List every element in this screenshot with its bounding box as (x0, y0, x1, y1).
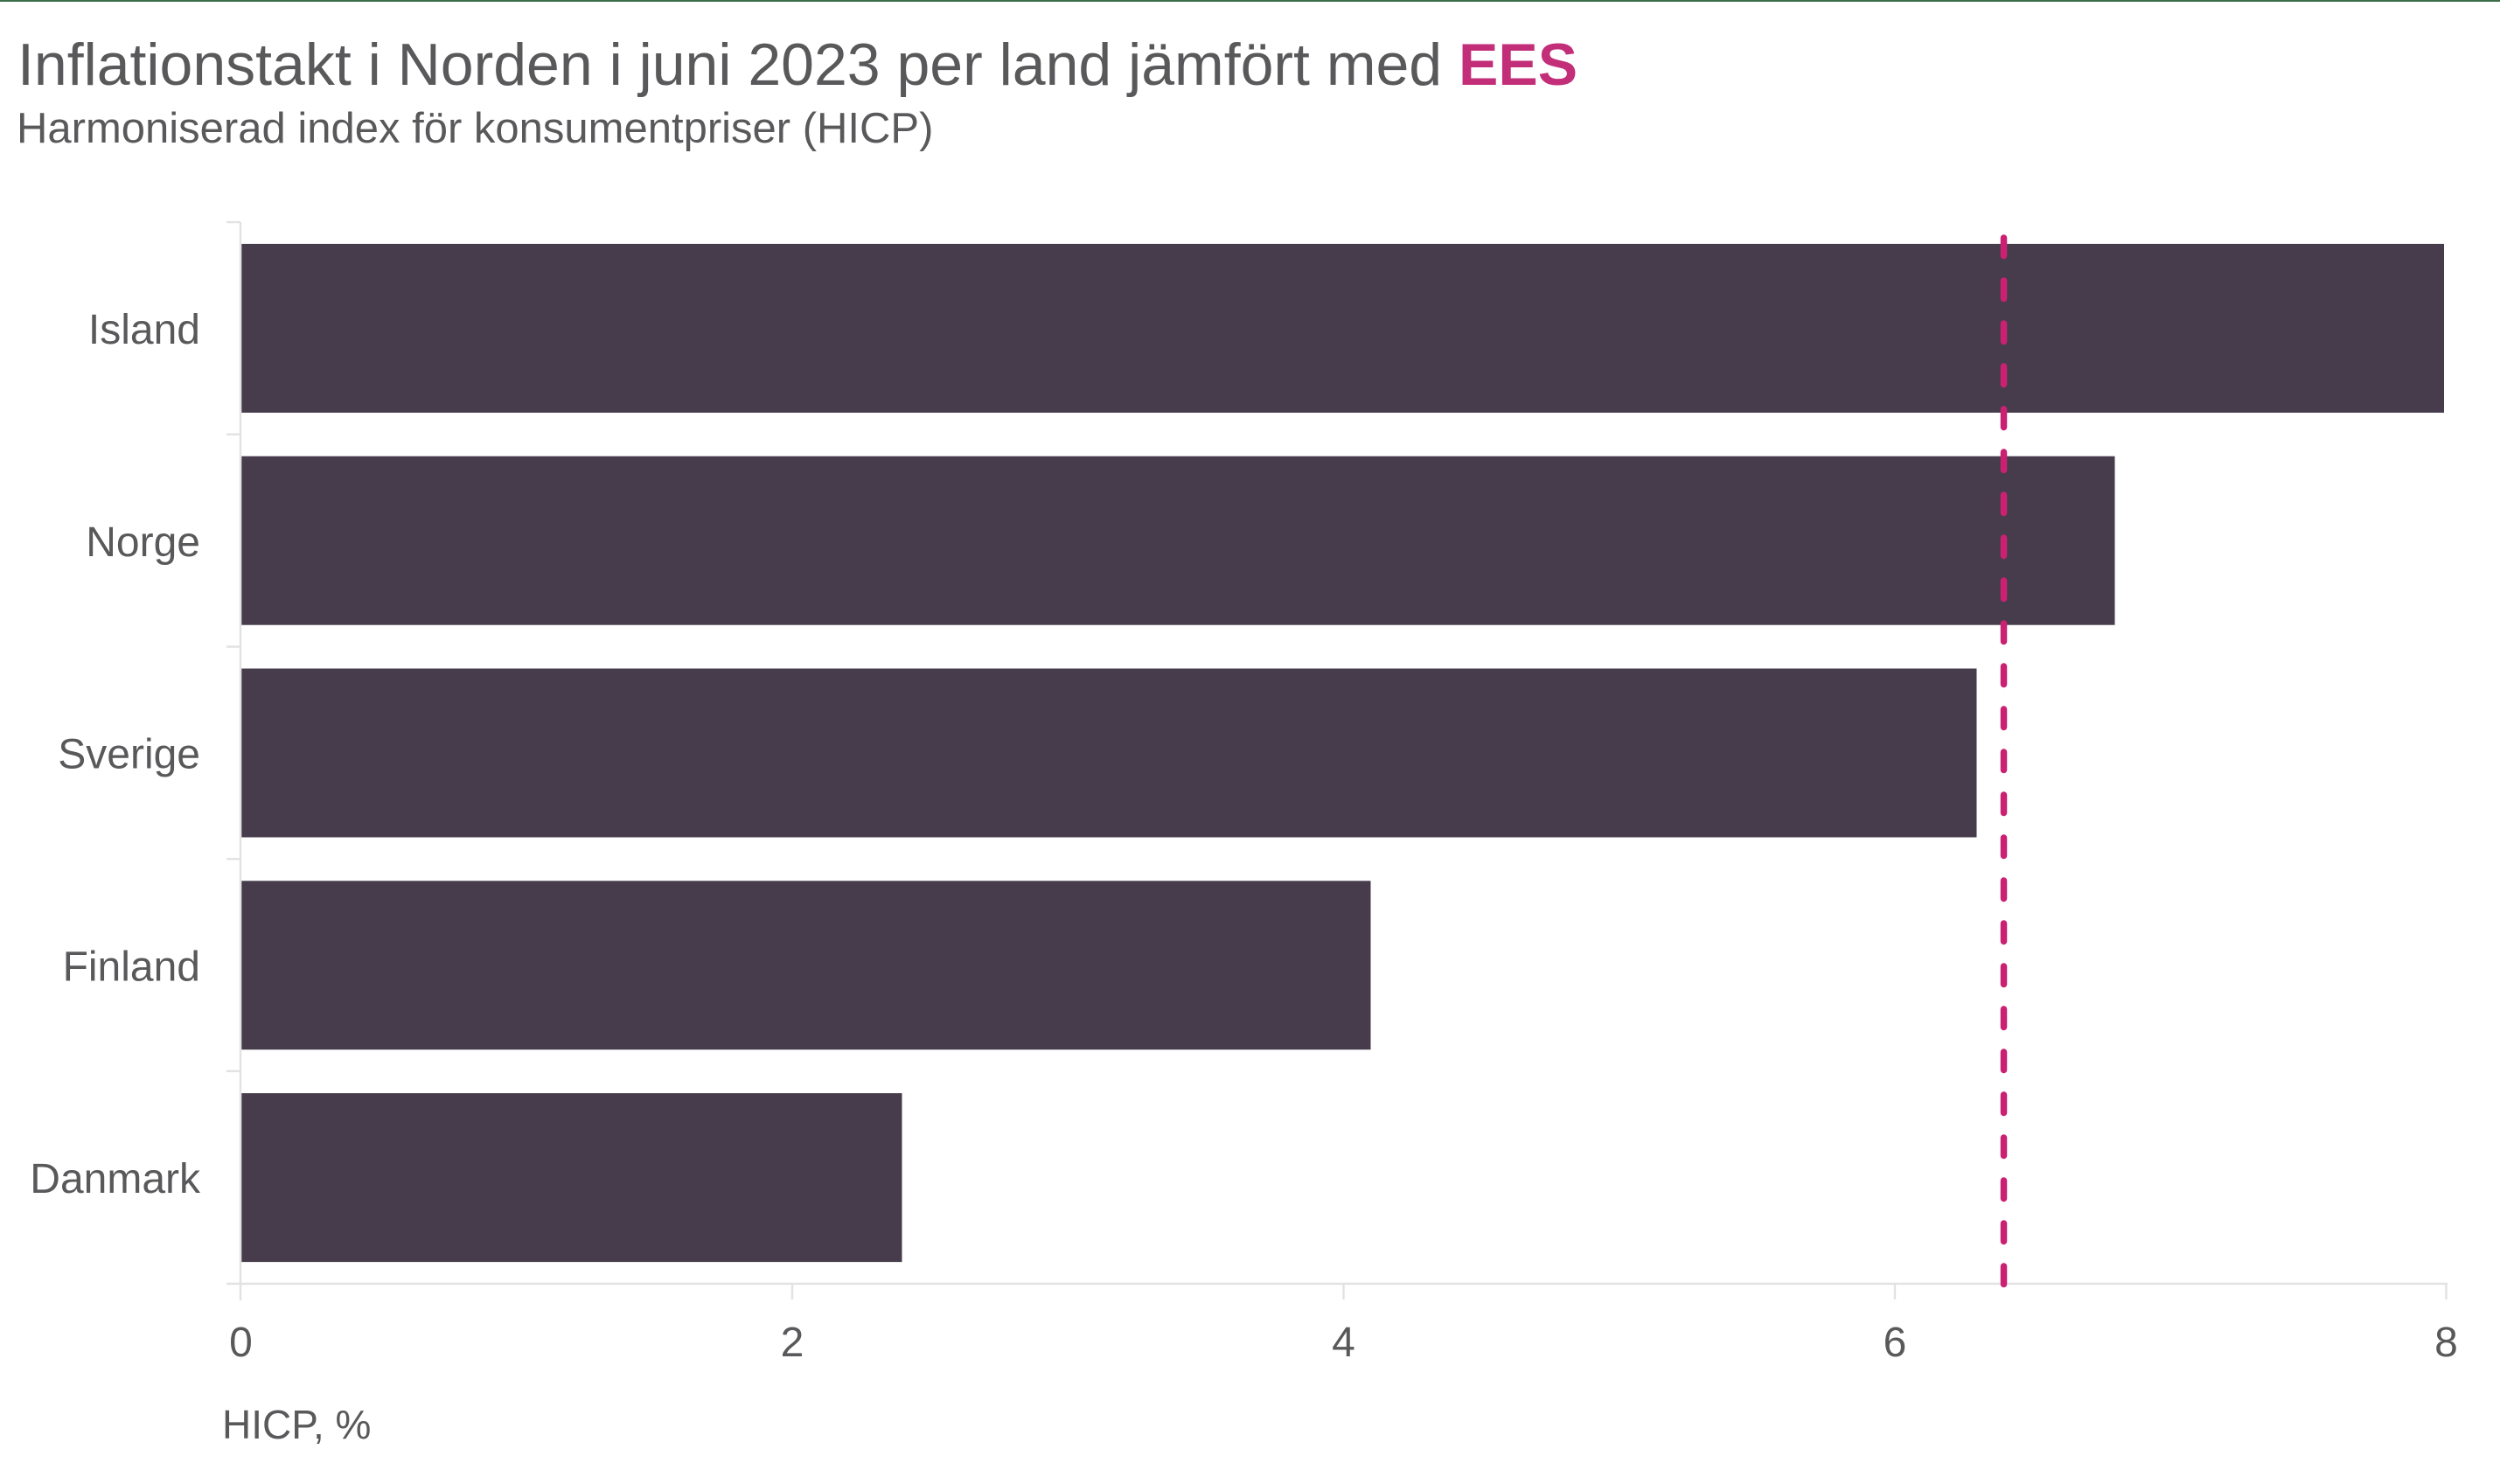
svg-text:0: 0 (229, 1320, 253, 1366)
svg-text:Island: Island (88, 307, 200, 353)
svg-text:8: 8 (2434, 1320, 2458, 1366)
svg-text:Danmark: Danmark (30, 1156, 201, 1202)
svg-text:2: 2 (781, 1320, 804, 1366)
svg-text:6: 6 (1884, 1320, 1907, 1366)
svg-text:HICP, %: HICP, % (222, 1402, 371, 1447)
svg-text:Finland: Finland (63, 944, 200, 990)
svg-text:Sverige: Sverige (58, 732, 200, 778)
svg-text:Harmoniserad index för konsume: Harmoniserad index för konsumentpriser (… (17, 105, 933, 152)
svg-text:Norge: Norge (86, 519, 200, 566)
svg-text:Inflationstakt i Norden i juni: Inflationstakt i Norden i juni 2023 per … (17, 31, 1577, 98)
svg-text:4: 4 (1332, 1320, 1355, 1366)
